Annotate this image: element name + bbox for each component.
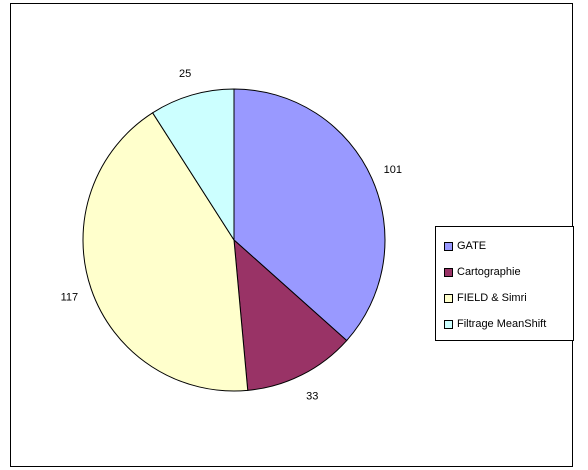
legend-label-field-simri: FIELD & Simri bbox=[457, 292, 527, 304]
data-label-gate: 101 bbox=[384, 164, 402, 176]
legend-swatch-field-simri bbox=[444, 293, 453, 303]
data-label-filtrage-meanshift: 25 bbox=[179, 68, 191, 80]
pie-slice-gate bbox=[233, 88, 386, 342]
data-label-field-simri: 117 bbox=[61, 291, 79, 303]
legend-item-field-simri: FIELD & Simri bbox=[444, 285, 573, 311]
pie-slice-field-simri bbox=[82, 112, 249, 392]
legend-item-gate: GATE bbox=[444, 233, 573, 259]
pie-slice-filtrage-meanshift bbox=[151, 88, 235, 242]
legend-label-cartographie: Cartographie bbox=[457, 266, 521, 278]
legend-label-filtrage-meanshift: Filtrage MeanShift bbox=[457, 318, 547, 330]
data-label-cartographie: 33 bbox=[306, 390, 318, 402]
legend-label-gate: GATE bbox=[457, 240, 487, 252]
legend-item-filtrage-meanshift: Filtrage MeanShift bbox=[444, 311, 573, 337]
legend-swatch-filtrage-meanshift bbox=[444, 319, 453, 329]
pie-slice-cartographie bbox=[233, 238, 348, 391]
legend-item-cartographie: Cartographie bbox=[444, 259, 573, 285]
pie-data-labels: 101 33 117 25 bbox=[61, 68, 402, 402]
legend: GATE Cartographie FIELD & Simri Filtrage… bbox=[435, 226, 574, 341]
legend-swatch-cartographie bbox=[444, 267, 453, 277]
legend-swatch-gate bbox=[444, 241, 453, 251]
pie-slices bbox=[82, 88, 386, 392]
